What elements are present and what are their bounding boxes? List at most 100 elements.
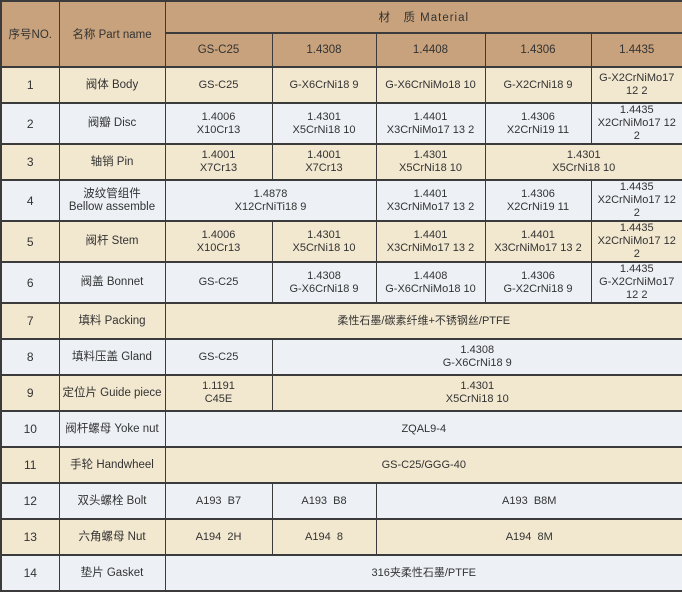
cell-text-line: C45E <box>204 393 233 405</box>
cell-text-line: A194 2H <box>195 530 242 543</box>
cell-text-line: 1.4301 <box>413 149 448 161</box>
header-material-col-1-4408: 1.4408 <box>375 32 486 68</box>
row-number-cell: 12 <box>0 482 60 520</box>
cell-text-line: X5CrNi18 10 <box>292 123 356 136</box>
cell-text-line: 1.4301 <box>307 228 341 241</box>
header-material-col-1-4308: 1.4308 <box>271 32 377 68</box>
table-row: 11 手轮 Handwheel GS-C25/GGG-40 <box>0 446 682 484</box>
cell-text-line: 双头螺栓 Bolt <box>77 494 147 507</box>
header-row-top: 序号NO. 名称 Part name 材 质 Material <box>0 0 682 68</box>
row-number-cell: 9 <box>0 374 60 412</box>
cell-text-line: G-X2CrNiMo17 12 2 <box>599 72 678 97</box>
material-cell: 1.4301 X5CrNi18 10 <box>271 220 377 263</box>
part-name-cell: 阀瓣 Disc <box>58 102 166 145</box>
cell-text-line: 1.4401 <box>413 228 448 241</box>
cell-text-line: 轴销 Pin <box>90 155 134 168</box>
cell-text-line: 1.4435 <box>619 263 654 275</box>
cell-text-line: 填料压盖 Gland <box>72 350 152 363</box>
cell-text-line: 1.4301 <box>566 149 601 161</box>
cell-text-line: X2CrNi19 11 <box>506 200 570 213</box>
material-cell: 1.4006 X10Cr13 <box>164 220 273 263</box>
cell-text-line: 1.4001 <box>307 149 341 161</box>
table-row: 6 阀盖 Bonnet GS-C25 1.4308 G-X6CrNi18 9 1.4408… <box>0 261 682 304</box>
cell-text-line: X2CrNiMo17 12 2 <box>597 235 679 260</box>
material-cell: A193 B8M <box>375 482 682 520</box>
material-cell: G-X2CrNi18 9 <box>484 66 592 104</box>
cell-text-line: G-X6CrNi18 9 <box>442 357 512 369</box>
cell-text-line: X7Cr13 <box>305 162 343 174</box>
cell-text-line: A193 B8 <box>301 494 347 507</box>
cell-text-line: GS-C25/GGG-40 <box>381 458 466 471</box>
part-name-cell: 填料 Packing <box>58 302 166 340</box>
cell-text-line: 1.4401 <box>521 228 555 241</box>
row-number-cell: 7 <box>0 302 60 340</box>
table-header: 序号NO. 名称 Part name 材 质 Material GS-C25 1… <box>0 0 682 68</box>
cell-text-line: X2CrNi19 11 <box>506 123 570 136</box>
cell-text-line: 六角螺母 Nut <box>78 530 146 543</box>
cell-text-line: 1.4435 <box>619 222 654 234</box>
material-cell: 1.4306 X2CrNi19 11 <box>484 102 592 145</box>
cell-text-line: X5CrNi18 10 <box>399 162 462 174</box>
table-row: 14 垫片 Gasket 316夹柔性石墨/PTFE <box>0 554 682 592</box>
cell-text-line: 手轮 Handwheel <box>70 458 154 471</box>
part-name-cell: 波纹管组件 Bellow assemble <box>58 179 166 222</box>
material-cell: 1.4401 X3CrNiMo17 13 2 <box>484 220 592 263</box>
material-cell: 1.4435 X2CrNiMo17 12 2 <box>590 179 682 222</box>
cell-text-line: A193 B8M <box>502 494 557 507</box>
row-number-cell: 1 <box>0 66 60 104</box>
cell-text-line: A193 B7 <box>195 494 242 507</box>
cell-text-line: Bellow assemble <box>68 200 156 213</box>
cell-text-line: X5CrNi18 10 <box>292 241 356 254</box>
material-cell: 1.4435 X2CrNiMo17 12 2 <box>590 220 682 263</box>
cell-text-line: G-X2CrNi18 9 <box>503 282 573 295</box>
cell-text-line: 1.4408 <box>413 269 448 282</box>
cell-text-line: 波纹管组件 <box>83 187 141 200</box>
cell-text-line: X2CrNiMo17 12 2 <box>597 117 679 142</box>
cell-text-line: GS-C25 <box>198 350 239 363</box>
header-no: 序号NO. <box>0 0 60 68</box>
cell-text-line: 1.4306 <box>521 187 555 200</box>
cell-text-line: X5CrNi18 10 <box>445 393 509 405</box>
header-row-sub: GS-C25 1.4308 1.4408 1.4306 1.4435 <box>1 32 682 68</box>
material-cell: A194 8M <box>375 518 682 556</box>
cell-text-line: 1.4301 <box>460 380 495 392</box>
cell-text-line: GS-C25 <box>198 78 239 91</box>
table-row: 8 填料压盖 Gland GS-C25 1.4308 G-X6CrNi18 9 <box>0 338 682 376</box>
cell-text-line: 定位片 Guide piece <box>62 386 162 399</box>
cell-text-line: 1.4308 <box>307 269 341 282</box>
material-cell: GS-C25 <box>164 338 273 376</box>
cell-text-line: 1.4401 <box>413 187 448 200</box>
cell-text-line: X5CrNi18 10 <box>552 162 616 174</box>
material-cell: A193 B7 <box>164 482 273 520</box>
header-material-col-gs-c25: GS-C25 <box>164 32 273 68</box>
cell-text-line: X3CrNiMo17 13 2 <box>386 241 475 254</box>
cell-text-line: 垫片 Gasket <box>80 566 144 579</box>
material-cell: 1.4306 X2CrNi19 11 <box>484 179 592 222</box>
cell-text-line: X10Cr13 <box>196 123 241 136</box>
row-number-cell: 13 <box>0 518 60 556</box>
cell-text-line: X7Cr13 <box>199 162 238 174</box>
part-name-cell: 六角螺母 Nut <box>58 518 166 556</box>
part-name-cell: 手轮 Handwheel <box>58 446 166 484</box>
cell-text-line: 1.4301 <box>307 110 341 123</box>
part-name-cell: 双头螺栓 Bolt <box>58 482 166 520</box>
cell-text-line: 阀盖 Bonnet <box>80 276 144 288</box>
cell-text-line: X12CrNiTi18 9 <box>234 200 307 213</box>
part-name-cell: 阀体 Body <box>58 66 166 104</box>
material-cell: G-X6CrNiMo18 10 <box>375 66 486 104</box>
cell-text-line: A194 8 <box>305 530 343 543</box>
material-cell: GS-C25 <box>164 261 273 304</box>
cell-text-line: 1.4401 <box>413 110 448 123</box>
cell-text-line: 1.1191 <box>202 380 235 392</box>
row-number-cell: 14 <box>0 554 60 592</box>
cell-text-line: 阀杆 Stem <box>85 235 139 247</box>
material-cell: 1.4001 X7Cr13 <box>164 143 273 181</box>
part-name-cell: 阀杆螺母 Yoke nut <box>58 410 166 448</box>
cell-text-line: G-X6CrNi18 9 <box>289 78 359 91</box>
material-cell: 1.4306 G-X2CrNi18 9 <box>484 261 592 304</box>
row-number-cell: 5 <box>0 220 60 263</box>
material-cell: A194 2H <box>164 518 273 556</box>
cell-text-line: X3CrNiMo17 13 2 <box>386 123 475 136</box>
header-part-name: 名称 Part name <box>58 0 166 68</box>
material-cell: 1.4401 X3CrNiMo17 13 2 <box>375 220 486 263</box>
